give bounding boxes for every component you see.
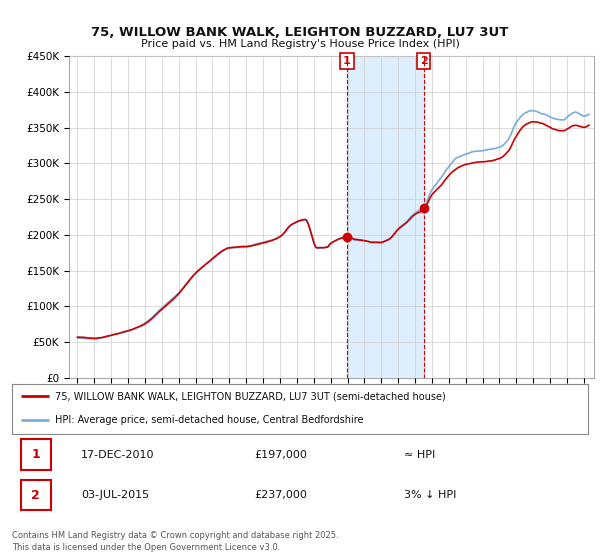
Text: 1: 1 bbox=[343, 56, 351, 66]
Text: Contains HM Land Registry data © Crown copyright and database right 2025.
This d: Contains HM Land Registry data © Crown c… bbox=[12, 531, 338, 552]
FancyBboxPatch shape bbox=[20, 440, 50, 470]
FancyBboxPatch shape bbox=[20, 480, 50, 510]
Text: 3% ↓ HPI: 3% ↓ HPI bbox=[404, 490, 456, 500]
Text: HPI: Average price, semi-detached house, Central Bedfordshire: HPI: Average price, semi-detached house,… bbox=[55, 415, 364, 425]
Text: 2: 2 bbox=[419, 56, 427, 66]
Text: 17-DEC-2010: 17-DEC-2010 bbox=[81, 450, 155, 460]
Text: 75, WILLOW BANK WALK, LEIGHTON BUZZARD, LU7 3UT: 75, WILLOW BANK WALK, LEIGHTON BUZZARD, … bbox=[91, 26, 509, 39]
Text: 75, WILLOW BANK WALK, LEIGHTON BUZZARD, LU7 3UT (semi-detached house): 75, WILLOW BANK WALK, LEIGHTON BUZZARD, … bbox=[55, 391, 446, 401]
Text: 2: 2 bbox=[31, 488, 40, 502]
Text: £197,000: £197,000 bbox=[254, 450, 307, 460]
Text: £237,000: £237,000 bbox=[254, 490, 307, 500]
Text: 03-JUL-2015: 03-JUL-2015 bbox=[81, 490, 149, 500]
Text: Price paid vs. HM Land Registry's House Price Index (HPI): Price paid vs. HM Land Registry's House … bbox=[140, 39, 460, 49]
Text: ≈ HPI: ≈ HPI bbox=[404, 450, 435, 460]
Bar bbox=[347, 56, 424, 378]
Text: 1: 1 bbox=[31, 448, 40, 461]
